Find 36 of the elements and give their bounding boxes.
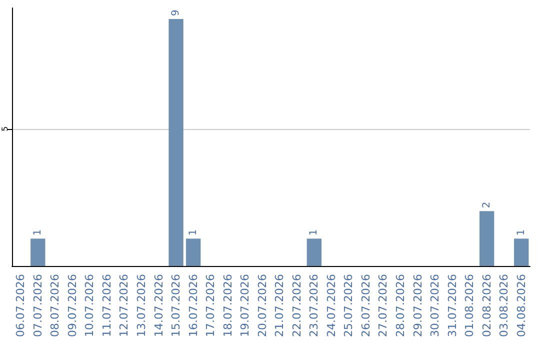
x-tick-label: 06.07.2026 [14,274,28,338]
x-tick-label: 22.07.2026 [290,274,304,338]
x-tick-label: 21.07.2026 [273,274,286,338]
x-tick-label: 24.07.2026 [324,274,338,338]
x-tick-label: 17.07.2026 [204,274,218,338]
x-tick-label: 27.07.2026 [376,274,390,338]
x-tick-label: 07.07.2026 [31,274,44,338]
x-tick-label: 04.08.2026 [514,274,528,338]
data-label: 1 [516,229,527,236]
x-tick-label: 28.07.2026 [394,274,407,338]
x-tick-label: 11.07.2026 [100,274,114,338]
x-tick-label: 15.07.2026 [170,274,183,338]
x-tick-label: 23.07.2026 [308,274,321,338]
x-tick-label: 12.07.2026 [118,274,131,338]
x-tick-label: 10.07.2026 [83,274,96,338]
x-tick-label: 01.08.2026 [463,274,476,338]
data-label: 1 [308,229,320,236]
data-label: 1 [188,229,199,236]
x-tick-label: 02.08.2026 [480,274,494,338]
x-tick-label: 31.07.2026 [446,274,459,338]
x-tick-label: 25.07.2026 [342,274,356,338]
x-tick-label: 14.07.2026 [152,274,166,338]
x-tick-label: 29.07.2026 [411,274,424,338]
x-tick-label: 03.08.2026 [498,274,511,338]
x-tick-label: 18.07.2026 [221,274,234,338]
x-tick-label: 30.07.2026 [428,274,442,338]
data-label: 9 [170,10,182,16]
x-tick-label: 19.07.2026 [238,274,252,338]
x-tick-label: 20.07.2026 [256,274,269,338]
x-tick-label: 09.07.2026 [66,274,79,338]
data-label: 2 [481,202,492,208]
x-tick-label: 26.07.2026 [359,274,372,338]
data-label: 1 [32,229,44,236]
x-tick-label: 13.07.2026 [135,274,148,338]
x-tick-label: 16.07.2026 [186,274,200,338]
x-tick-label: 08.07.2026 [48,274,62,338]
